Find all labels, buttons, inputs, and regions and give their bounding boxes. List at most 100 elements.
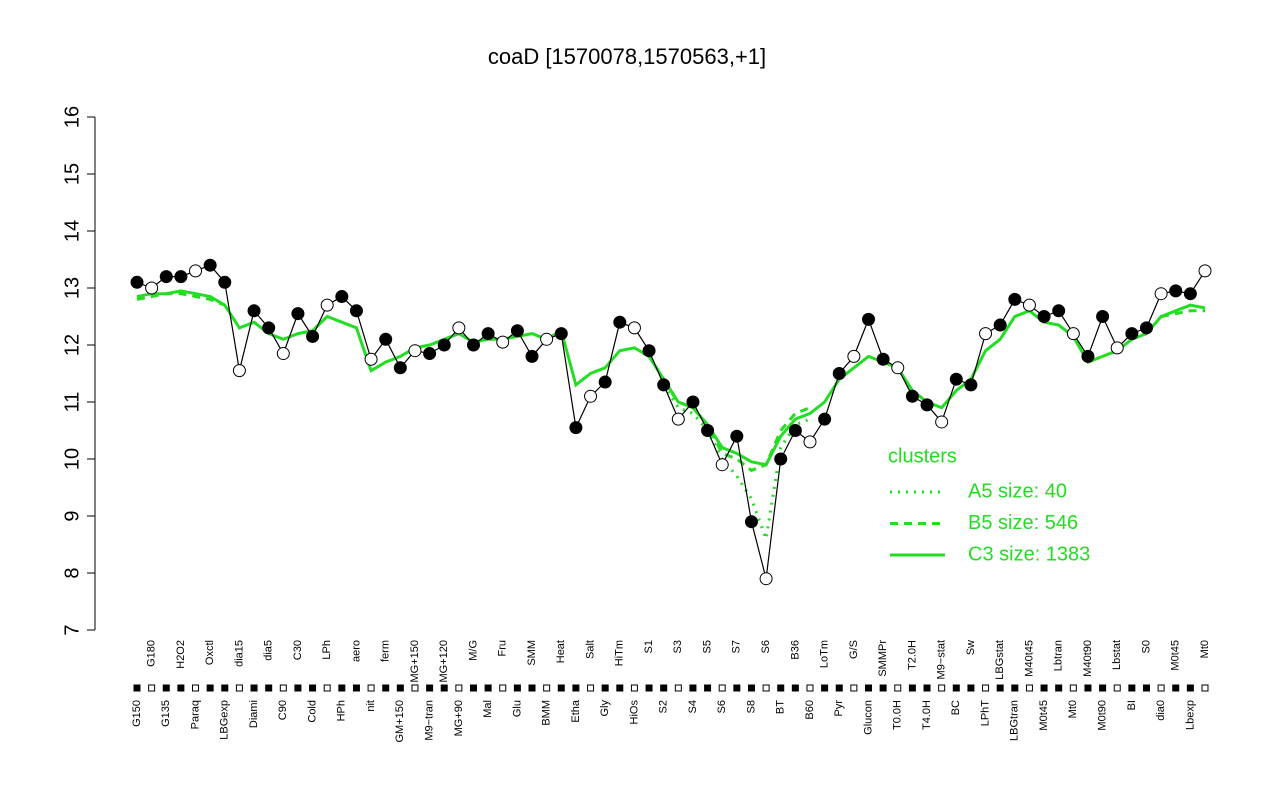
- x-marker: [879, 684, 887, 692]
- point: [671, 412, 685, 426]
- x-tick-label: aero: [350, 640, 362, 662]
- x-marker: [1055, 684, 1063, 692]
- point: [335, 290, 349, 304]
- x-marker: [601, 684, 609, 692]
- x-tick-label: S7: [731, 640, 743, 653]
- point: [276, 347, 290, 361]
- point: [203, 258, 217, 272]
- x-tick-label: LoTm: [819, 640, 831, 668]
- point: [730, 429, 744, 443]
- x-tick-label: S0: [1140, 640, 1152, 653]
- x-marker: [338, 684, 346, 692]
- x-tick-label: HiOs: [628, 700, 640, 725]
- point: [189, 264, 203, 278]
- x-tick-label: MG+150: [409, 640, 421, 683]
- point: [1125, 327, 1139, 341]
- x-marker: [323, 684, 331, 692]
- x-marker: [747, 684, 755, 692]
- x-tick-label: M40t90: [1082, 640, 1094, 677]
- legend-label: B5 size: 546: [968, 512, 1078, 534]
- point: [862, 312, 876, 326]
- point: [1022, 298, 1036, 312]
- x-tick-label: LBGstat: [994, 640, 1006, 680]
- x-tick-label: Pyr: [833, 700, 845, 717]
- x-tick-label: dia5: [263, 640, 275, 661]
- x-marker: [733, 684, 741, 692]
- point: [891, 361, 905, 375]
- point: [1066, 327, 1080, 341]
- x-marker: [674, 684, 682, 692]
- x-marker: [806, 684, 814, 692]
- point: [744, 515, 758, 529]
- x-marker: [528, 684, 536, 692]
- point: [1139, 321, 1153, 335]
- x-tick-label: MG+90: [453, 700, 465, 736]
- point: [1110, 341, 1124, 355]
- point: [1081, 349, 1095, 363]
- point: [774, 452, 788, 466]
- x-marker: [484, 684, 492, 692]
- x-tick-label: M9−tran: [424, 700, 436, 741]
- x-marker: [1011, 684, 1019, 692]
- x-tick-label: M9−stat: [936, 640, 948, 679]
- point: [642, 344, 656, 358]
- point: [423, 347, 437, 361]
- x-tick-label: dia15: [233, 640, 245, 667]
- x-tick-label: MG+120: [438, 640, 450, 683]
- x-tick-label: G180: [146, 640, 158, 667]
- x-tick-label: B36: [789, 640, 801, 660]
- x-marker: [616, 684, 624, 692]
- x-tick-label: Lbstat: [1111, 640, 1123, 670]
- x-marker: [352, 684, 360, 692]
- point: [701, 424, 715, 437]
- y-tick-label: 9: [61, 510, 83, 521]
- point: [540, 332, 554, 346]
- point: [847, 349, 861, 363]
- x-tick-label: ferm: [380, 640, 392, 662]
- x-marker: [1186, 684, 1194, 692]
- point: [584, 389, 598, 403]
- point: [408, 344, 422, 358]
- point: [174, 270, 188, 284]
- x-tick-label: Mt0: [1067, 700, 1079, 718]
- point: [979, 327, 993, 341]
- point: [306, 329, 320, 343]
- y-tick-label: 16: [61, 106, 83, 128]
- x-tick-label: B60: [804, 700, 816, 720]
- point: [920, 398, 934, 412]
- x-marker: [499, 684, 507, 692]
- x-tick-label: C30: [292, 640, 304, 660]
- y-tick-label: 10: [61, 448, 83, 470]
- point: [1154, 287, 1168, 301]
- x-marker: [1201, 684, 1209, 692]
- x-tick-label: Glucon: [862, 700, 874, 735]
- y-tick-label: 11: [61, 392, 83, 413]
- point: [1008, 292, 1022, 306]
- x-tick-label: Heat: [555, 640, 567, 663]
- point: [803, 435, 817, 449]
- point: [349, 304, 363, 318]
- point: [1169, 284, 1183, 298]
- x-marker: [630, 684, 638, 692]
- legend-label: A5 size: 40: [968, 480, 1067, 502]
- x-marker: [455, 684, 463, 692]
- x-tick-label: Diami: [248, 700, 260, 728]
- x-tick-label: Lbtran: [1053, 640, 1065, 671]
- y-tick-label: 15: [61, 163, 83, 185]
- x-tick-label: T2.0H: [906, 640, 918, 670]
- x-marker: [250, 684, 258, 692]
- x-tick-label: nit: [365, 700, 377, 712]
- x-tick-label: BC: [950, 700, 962, 715]
- x-tick-label: Glu: [511, 700, 523, 717]
- x-marker: [821, 684, 829, 692]
- y-tick-label: 8: [61, 567, 83, 578]
- point: [379, 332, 393, 346]
- y-tick-label: 12: [61, 334, 83, 356]
- x-tick-label: M0t45: [1170, 640, 1182, 671]
- x-marker: [1157, 684, 1165, 692]
- x-marker: [982, 684, 990, 692]
- x-marker: [221, 684, 229, 692]
- legend-label: C3 size: 1383: [968, 543, 1090, 565]
- x-marker: [513, 684, 521, 692]
- x-tick-label: S1: [643, 640, 655, 653]
